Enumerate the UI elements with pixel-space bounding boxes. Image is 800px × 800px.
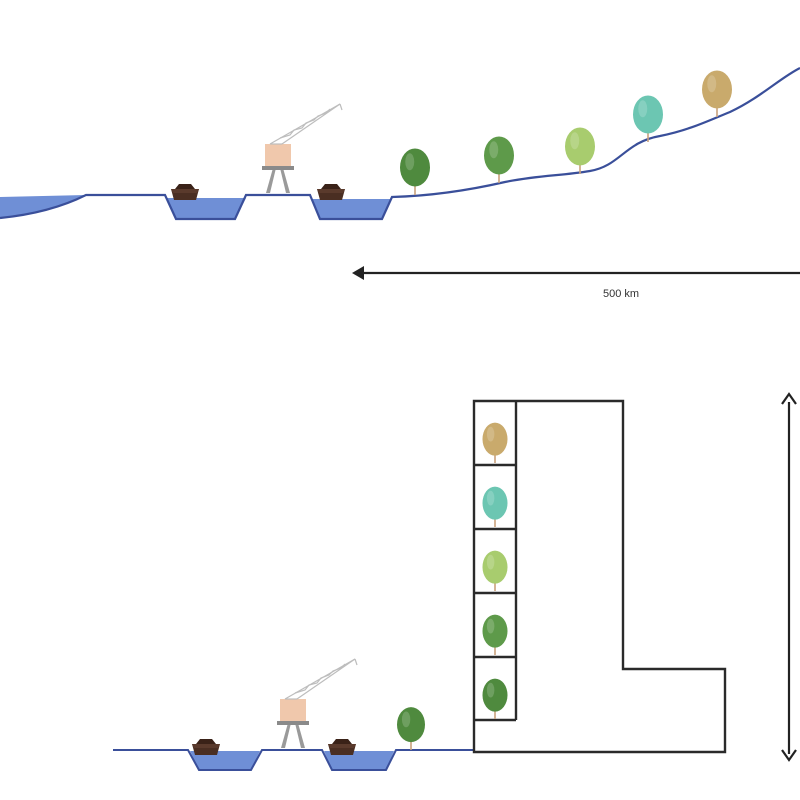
tree-1 bbox=[400, 148, 430, 195]
tree-4 bbox=[633, 95, 663, 142]
tower-trees bbox=[482, 422, 508, 719]
tree-5 bbox=[702, 70, 732, 117]
top-terrain-line bbox=[0, 67, 800, 221]
bottom-canal-water-2 bbox=[324, 751, 394, 770]
top-boat-2 bbox=[317, 184, 345, 200]
height-arrow-head-bottom bbox=[781, 749, 797, 762]
tower-tree-5 bbox=[482, 678, 508, 719]
ground-tree bbox=[397, 707, 425, 750]
height-arrow-head-top bbox=[781, 392, 797, 405]
tower-tree-1 bbox=[482, 422, 508, 463]
top-canal-water-1 bbox=[167, 198, 246, 219]
bottom-scene bbox=[113, 392, 797, 771]
top-trees bbox=[400, 70, 732, 195]
tower-tree-4 bbox=[482, 614, 508, 655]
bottom-tree bbox=[397, 707, 425, 750]
top-canal-water-2 bbox=[312, 199, 390, 219]
bottom-boat-1 bbox=[192, 739, 220, 755]
distance-arrow-head bbox=[352, 266, 364, 280]
bottom-canal-water-1 bbox=[190, 751, 260, 770]
tree-2 bbox=[484, 136, 514, 183]
bottom-crane bbox=[276, 658, 358, 749]
top-crane bbox=[261, 103, 343, 194]
top-boat-1 bbox=[171, 184, 199, 200]
top-scene: 500 km bbox=[0, 67, 800, 300]
tower-cells bbox=[474, 401, 518, 722]
bottom-ground-line bbox=[113, 749, 475, 771]
distance-label: 500 km bbox=[603, 288, 639, 300]
bottom-boat-2 bbox=[328, 739, 356, 755]
tree-3 bbox=[565, 127, 595, 174]
tower-tree-2 bbox=[482, 486, 508, 527]
building-outline bbox=[472, 399, 727, 754]
tower-tree-3 bbox=[482, 550, 508, 591]
top-left-water bbox=[0, 195, 86, 218]
